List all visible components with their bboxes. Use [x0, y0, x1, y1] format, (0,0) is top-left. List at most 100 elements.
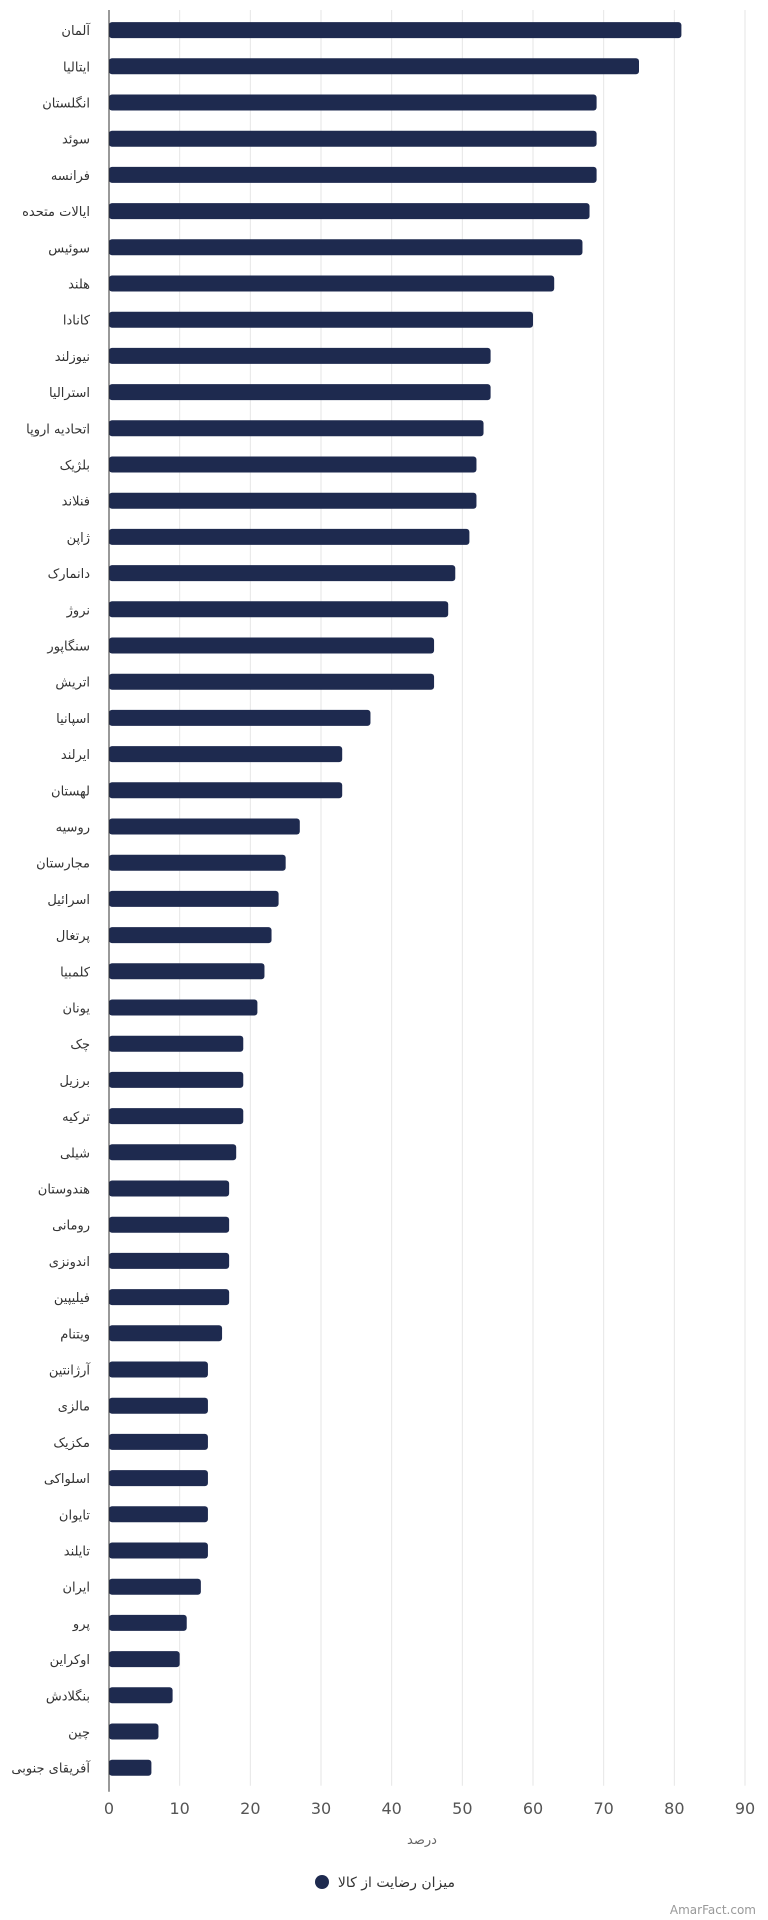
category-label: پرو [72, 1617, 90, 1632]
category-label: اتحادیه اروپا [26, 422, 90, 437]
bar[interactable] [109, 1397, 208, 1414]
bar[interactable] [109, 420, 484, 437]
bar[interactable] [109, 58, 639, 75]
category-label: روسیه [56, 821, 90, 836]
bars [109, 22, 682, 1776]
legend-marker [315, 1875, 329, 1889]
bar[interactable] [109, 1723, 159, 1740]
bar[interactable] [109, 1687, 173, 1704]
bar[interactable] [109, 492, 477, 509]
category-label: بلژیک [60, 459, 90, 474]
bar[interactable] [109, 22, 682, 39]
bar[interactable] [109, 999, 258, 1016]
bar[interactable] [109, 275, 555, 292]
category-label: سوئد [62, 133, 90, 148]
bar[interactable] [109, 1325, 223, 1342]
x-tick-label: 40 [381, 1799, 401, 1818]
x-tick-label: 60 [523, 1799, 543, 1818]
bar[interactable] [109, 456, 477, 473]
x-tick-label: 90 [735, 1799, 755, 1818]
category-label: سوئیس [48, 241, 90, 256]
bar[interactable] [109, 1542, 208, 1559]
bar[interactable] [109, 239, 583, 256]
bar[interactable] [109, 1614, 187, 1631]
bar[interactable] [109, 1071, 244, 1088]
category-label: مالزی [58, 1400, 90, 1415]
bar[interactable] [109, 1035, 244, 1052]
category-label: پرتغال [56, 929, 90, 944]
bar[interactable] [109, 1759, 152, 1776]
bar[interactable] [109, 1470, 208, 1487]
category-label: اندونزی [49, 1255, 90, 1270]
bar[interactable] [109, 709, 371, 726]
category-label: برزیل [59, 1074, 90, 1089]
bar[interactable] [109, 1651, 180, 1668]
bar[interactable] [109, 854, 286, 871]
category-labels: آلمان ایتالیا انگلستان سوئد فرانسه ایالات متح… [11, 22, 91, 1777]
category-label: ترکیه [62, 1110, 90, 1125]
category-label: شیلی [60, 1146, 90, 1161]
category-label: ویتنام [60, 1327, 90, 1342]
x-axis-title: درصد [407, 1833, 437, 1848]
bar[interactable] [109, 1108, 244, 1125]
bar[interactable] [109, 565, 456, 582]
x-tick-labels: 0 10 20 30 40 50 60 70 80 90 [104, 1799, 755, 1818]
bar[interactable] [109, 1289, 230, 1306]
bar[interactable] [109, 1578, 201, 1595]
category-label: اسپانیا [56, 712, 90, 727]
legend-label[interactable]: میزان رضایت از کالا [338, 1875, 455, 1891]
bar[interactable] [109, 94, 597, 111]
bar[interactable] [109, 311, 533, 328]
bar[interactable] [109, 673, 435, 690]
credit-text[interactable]: AmarFact.com [670, 1903, 756, 1917]
bar[interactable] [109, 1433, 208, 1450]
bar[interactable] [109, 1144, 237, 1161]
category-label: آلمان [61, 22, 91, 39]
category-label: هندوستان [38, 1183, 90, 1198]
bar[interactable] [109, 203, 590, 220]
category-label: ایالات متحده [22, 205, 90, 220]
category-label: ایتالیا [63, 60, 90, 75]
bar[interactable] [109, 384, 491, 401]
category-label: چین [68, 1726, 90, 1741]
bar[interactable] [109, 166, 597, 183]
bar[interactable] [109, 1361, 208, 1378]
legend[interactable]: میزان رضایت از کالا [315, 1875, 455, 1891]
x-tick-label: 30 [311, 1799, 331, 1818]
bar[interactable] [109, 782, 343, 799]
bar[interactable] [109, 746, 343, 763]
bar[interactable] [109, 963, 265, 980]
category-label: اوکراین [50, 1653, 90, 1668]
bar[interactable] [109, 637, 435, 654]
category-label: آفریقای جنوبی [11, 1760, 91, 1777]
x-tick-label: 20 [240, 1799, 260, 1818]
grid-lines [179, 10, 746, 1786]
bar[interactable] [109, 601, 449, 618]
category-label: ژاپن [67, 531, 90, 546]
bar[interactable] [109, 1180, 230, 1197]
category-label: انگلستان [42, 96, 90, 112]
bar[interactable] [109, 1252, 230, 1269]
bar[interactable] [109, 130, 597, 147]
x-tick-label: 70 [593, 1799, 613, 1818]
category-label: دانمارک [48, 567, 91, 582]
category-label: ایران [62, 1581, 90, 1596]
category-label: بنگلادش [46, 1688, 90, 1704]
category-label: کلمبیا [60, 965, 91, 980]
x-tick-label: 0 [104, 1799, 114, 1818]
category-label: مجارستان [36, 857, 90, 872]
category-label: نروژ [66, 603, 90, 618]
bar[interactable] [109, 1506, 208, 1523]
bar[interactable] [109, 347, 491, 364]
category-label: استرالیا [49, 386, 90, 401]
x-tick-label: 80 [664, 1799, 684, 1818]
category-label: یونان [63, 1002, 91, 1017]
bar[interactable] [109, 528, 470, 545]
bar[interactable] [109, 927, 272, 944]
category-label: فرانسه [51, 169, 90, 184]
bar[interactable] [109, 890, 279, 907]
category-label: آرژانتین [49, 1362, 92, 1379]
bar[interactable] [109, 818, 300, 835]
bar[interactable] [109, 1216, 230, 1233]
